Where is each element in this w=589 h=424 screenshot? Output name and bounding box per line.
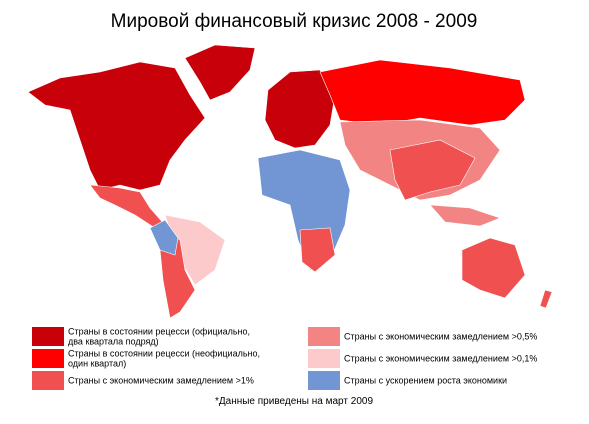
north-america [27, 61, 206, 191]
china-india [389, 139, 476, 201]
legend-swatch [32, 327, 64, 346]
south-america-north [149, 219, 179, 256]
indonesia [429, 204, 501, 227]
legend-label: Страны с экономическим замедлением >1% [68, 375, 254, 385]
legend-label: Страны с экономическим замедлением >0,5% [344, 331, 537, 341]
central-america [89, 184, 166, 229]
legend-swatch [32, 349, 64, 368]
russia [319, 59, 526, 126]
legend-label: Страны в состоянии рецесси (официально, [68, 326, 250, 336]
legend-label: Страны в состоянии рецесси (неофициально… [68, 348, 260, 358]
legend: Страны в состоянии рецесси (официально,д… [32, 326, 537, 390]
legend-label: Страны с ускорением роста экономики [344, 375, 507, 385]
southern-africa [299, 227, 336, 273]
new-zealand [539, 289, 553, 309]
europe [264, 69, 336, 149]
footnote: *Данные приведены на март 2009 [215, 396, 373, 407]
legend-swatch [32, 371, 64, 390]
world-map [27, 44, 553, 319]
australia [461, 237, 526, 299]
title: Мировой финансовый кризис 2008 - 2009 [111, 11, 478, 32]
greenland [184, 44, 256, 101]
legend-label: Страны с экономическим замедлением >0,1% [344, 353, 537, 363]
legend-swatch [308, 327, 340, 346]
legend-label: один квартал) [68, 358, 126, 368]
legend-label: два квартала подряд) [68, 336, 159, 346]
legend-swatch [308, 371, 340, 390]
legend-swatch [308, 349, 340, 368]
